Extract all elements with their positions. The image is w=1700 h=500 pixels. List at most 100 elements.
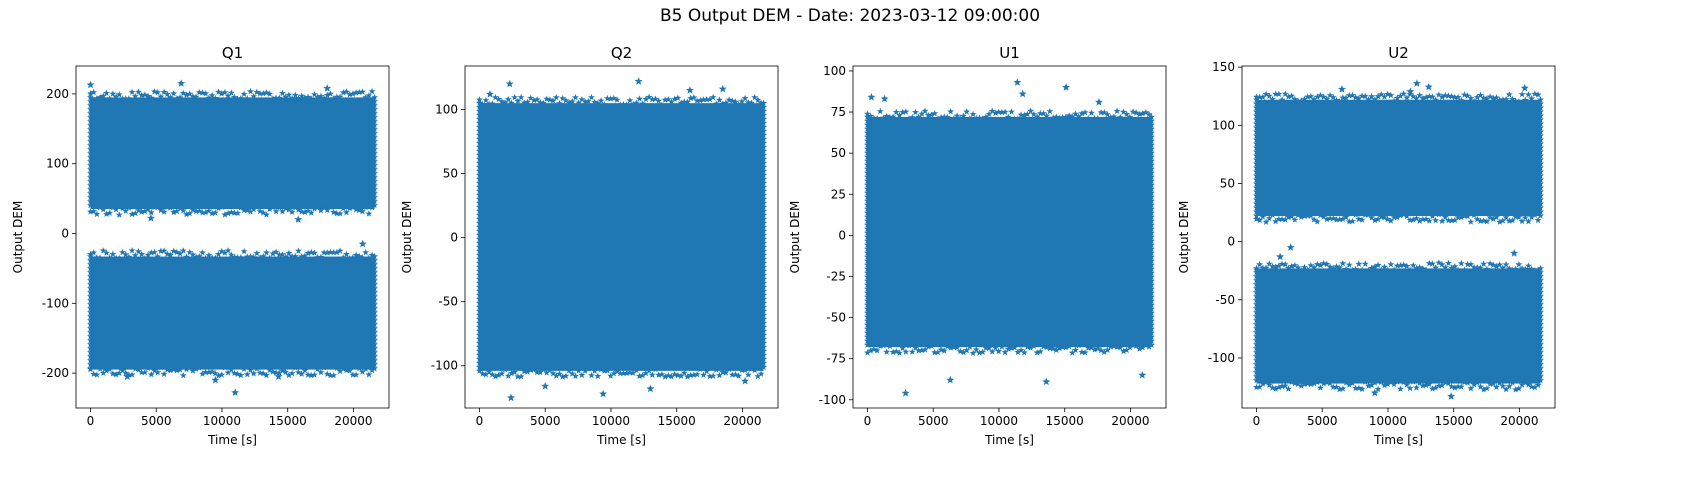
outlier-point: [646, 384, 655, 393]
outlier-point: [1520, 83, 1529, 92]
y-tick-label: 0: [61, 227, 69, 241]
outlier-point: [1447, 392, 1456, 400]
outlier-point: [1276, 252, 1285, 261]
point-cloud-band-1: [867, 116, 1152, 348]
y-tick-label: 100: [1212, 118, 1235, 132]
subplot-u1: 0 5000 10000 15000 20000 -100 -75 -50 -25 0 25 50 75…: [788, 44, 1167, 447]
x-tick-label: 20000: [334, 414, 372, 428]
outlier-point: [294, 215, 303, 223]
outlier-point: [1286, 243, 1295, 251]
outlier-point: [741, 376, 750, 385]
point-cloud-band-2: [90, 256, 375, 370]
outlier-point: [1370, 388, 1379, 397]
edge-point-markers: [87, 247, 378, 379]
outlier-point: [685, 86, 694, 94]
x-tick-label: 0: [476, 414, 484, 428]
y-tick-label: -50: [438, 295, 458, 309]
outlier-point: [123, 372, 132, 380]
x-tick-label: 15000: [1046, 414, 1084, 428]
x-tick-label: 5000: [141, 414, 172, 428]
y-tick-label: 150: [1212, 60, 1235, 74]
outlier-point: [867, 93, 876, 101]
outlier-point: [1338, 85, 1346, 93]
x-tick-label: 5000: [530, 414, 561, 428]
x-tick-label: 20000: [1111, 414, 1149, 428]
outlier-point: [1138, 370, 1147, 379]
x-tick-label: 10000: [980, 414, 1018, 428]
x-axis-label: Time [s]: [1373, 433, 1423, 447]
y-tick-label: 100: [823, 64, 846, 78]
scatter-points: [864, 78, 1155, 397]
y-tick-label: 100: [46, 157, 69, 171]
x-tick-label: 10000: [203, 414, 241, 428]
y-tick-label: -50: [1215, 293, 1235, 307]
outlier-point: [946, 375, 955, 384]
y-tick-label: -100: [42, 296, 69, 310]
point-cloud-band-1: [479, 103, 764, 371]
outlier-point: [1412, 79, 1421, 87]
outlier-point: [147, 214, 155, 222]
x-tick-label: 15000: [269, 414, 307, 428]
x-tick-label: 15000: [1435, 414, 1473, 428]
subplot-title: Q1: [222, 44, 243, 62]
y-tick-label: -50: [826, 311, 846, 325]
x-axis-label: Time [s]: [984, 433, 1034, 447]
scatter-points: [86, 79, 378, 396]
outlier-point: [505, 79, 514, 88]
x-tick-label: 5000: [918, 414, 949, 428]
point-cloud-band-2: [1256, 268, 1541, 384]
outlier-point: [211, 375, 220, 384]
y-tick-label: 100: [435, 103, 458, 117]
y-tick-label: -75: [826, 352, 846, 366]
x-axis-label: Time [s]: [207, 433, 257, 447]
x-tick-label: 10000: [1369, 414, 1407, 428]
x-axis-label: Time [s]: [596, 433, 646, 447]
y-axis-label: Output DEM: [788, 201, 802, 274]
y-axis-label: Output DEM: [400, 201, 414, 274]
outlier-point: [599, 389, 608, 398]
axes-frame: [75, 65, 390, 409]
x-tick-label: 20000: [723, 414, 761, 428]
y-tick-label: -200: [42, 366, 69, 380]
subplot-q1: 0 5000 10000 15000 20000 -200 -100 0 100 200 Q1 Tim…: [11, 44, 390, 447]
y-tick-label: 0: [1227, 235, 1235, 249]
point-cloud-band-1: [1256, 99, 1541, 217]
subplot-u2: 0 5000 10000 15000 20000 -100 -50 0 50 100 150 U2 Ti…: [1177, 44, 1556, 447]
x-tick-label: 20000: [1500, 414, 1538, 428]
axes-frame: [852, 65, 1167, 409]
x-tick-label: 0: [864, 414, 872, 428]
y-tick-label: 0: [838, 228, 846, 242]
y-tick-label: -25: [826, 269, 846, 283]
outlier-point: [1510, 249, 1519, 257]
y-axis-label: Output DEM: [11, 201, 25, 274]
outlier-point: [1406, 87, 1415, 95]
outlier-point: [634, 77, 643, 85]
outlier-point: [231, 388, 240, 396]
subplot-q2: 0 5000 10000 15000 20000 -100 -50 0 50 100 Q2 Time …: [400, 44, 779, 447]
x-tick-label: 0: [1253, 414, 1261, 428]
axes-frame: [1241, 65, 1556, 409]
outlier-point: [323, 84, 332, 92]
x-tick-label: 0: [87, 414, 95, 428]
outlier-point: [358, 239, 367, 248]
band-edge-points-2: [87, 247, 378, 379]
y-tick-label: 50: [831, 146, 846, 160]
y-tick-label: -100: [431, 359, 458, 373]
point-cloud-band-1: [90, 97, 375, 210]
x-tick-label: 10000: [592, 414, 630, 428]
outlier-point: [541, 382, 550, 390]
y-tick-label: 75: [831, 105, 846, 119]
outlier-point: [1018, 89, 1027, 98]
outlier-point: [86, 80, 95, 89]
x-tick-label: 15000: [658, 414, 696, 428]
outlier-point: [1013, 78, 1022, 86]
y-tick-label: -100: [1208, 351, 1235, 365]
outlier-point: [1042, 377, 1051, 386]
outlier-point: [1094, 98, 1103, 106]
outlier-point: [880, 94, 889, 103]
scatter-points: [1253, 79, 1544, 400]
outlier-point: [901, 389, 910, 397]
figure-title: B5 Output DEM - Date: 2023-03-12 09:00:0…: [659, 6, 1041, 26]
